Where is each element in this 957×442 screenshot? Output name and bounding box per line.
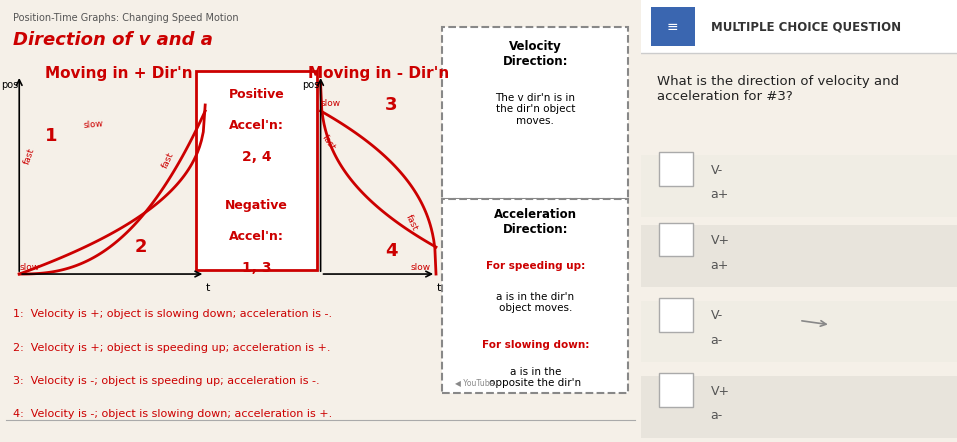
Text: slow: slow [321,99,341,108]
Text: 4: 4 [385,242,397,260]
Text: a-: a- [711,334,723,347]
Bar [641,376,957,438]
Text: 3:  Velocity is -; object is speeding up; acceleration is -.: 3: Velocity is -; object is speeding up;… [12,376,320,386]
Text: ◀ YouTube...: ◀ YouTube... [456,378,501,387]
Text: For speeding up:: For speeding up: [486,261,585,271]
Text: ≡: ≡ [667,19,679,34]
Text: t: t [206,283,211,293]
Text: Moving in + Dir'n: Moving in + Dir'n [45,66,192,81]
Text: Direction of v and a: Direction of v and a [12,31,212,49]
Text: fast: fast [321,133,338,152]
Text: slow: slow [83,119,104,130]
Text: 4:  Velocity is -; object is slowing down; acceleration is +.: 4: Velocity is -; object is slowing down… [12,409,332,419]
Bar [641,0,957,53]
FancyBboxPatch shape [442,27,629,199]
Text: fast: fast [404,213,419,232]
Bar [641,155,957,217]
Text: 3: 3 [385,96,397,114]
Text: V-: V- [711,164,723,176]
Text: a is in the
opposite the dir'n: a is in the opposite the dir'n [489,367,582,389]
Text: fast: fast [22,146,36,166]
Text: a is in the dir'n
object moves.: a is in the dir'n object moves. [497,292,574,313]
Text: Moving in - Dir'n: Moving in - Dir'n [308,66,449,81]
Text: fast: fast [161,151,176,170]
Text: 1, 3: 1, 3 [242,261,271,275]
Text: a+: a+ [711,188,729,201]
Text: pos: pos [1,80,18,90]
Text: What is the direction of velocity and
acceleration for #3?: What is the direction of velocity and ac… [657,75,900,103]
Text: 2, 4: 2, 4 [242,150,271,164]
Bar [641,301,957,362]
FancyBboxPatch shape [658,152,693,186]
Text: 1: 1 [45,127,57,145]
Text: pos: pos [302,80,320,90]
FancyBboxPatch shape [658,373,693,407]
Text: 2: 2 [135,238,147,256]
Text: Accel'n:: Accel'n: [229,119,284,132]
FancyBboxPatch shape [651,7,695,46]
Text: Positive: Positive [229,88,284,101]
Text: MULTIPLE CHOICE QUESTION: MULTIPLE CHOICE QUESTION [711,20,901,33]
Bar [641,225,957,287]
Text: Negative: Negative [225,199,288,212]
FancyBboxPatch shape [195,71,318,270]
FancyBboxPatch shape [658,298,693,332]
Text: a+: a+ [711,259,729,271]
Text: slow: slow [411,263,431,272]
Text: Position-Time Graphs: Changing Speed Motion: Position-Time Graphs: Changing Speed Mot… [12,13,238,23]
Text: a-: a- [711,409,723,422]
Text: Velocity
Direction:: Velocity Direction: [502,40,568,68]
Text: The v dir'n is in
the dir'n object
moves.: The v dir'n is in the dir'n object moves… [496,93,575,126]
Text: V+: V+ [711,234,730,247]
Text: For slowing down:: For slowing down: [481,340,590,351]
Text: V-: V- [711,309,723,322]
FancyBboxPatch shape [442,199,629,393]
Text: Accel'n:: Accel'n: [229,230,284,243]
Text: slow: slow [19,263,39,272]
Text: 1:  Velocity is +; object is slowing down; acceleration is -.: 1: Velocity is +; object is slowing down… [12,309,332,320]
FancyBboxPatch shape [658,223,693,256]
Text: Acceleration
Direction:: Acceleration Direction: [494,208,577,236]
Text: t: t [437,283,441,293]
Text: 2:  Velocity is +; object is speeding up; acceleration is +.: 2: Velocity is +; object is speeding up;… [12,343,330,353]
Text: V+: V+ [711,385,730,397]
